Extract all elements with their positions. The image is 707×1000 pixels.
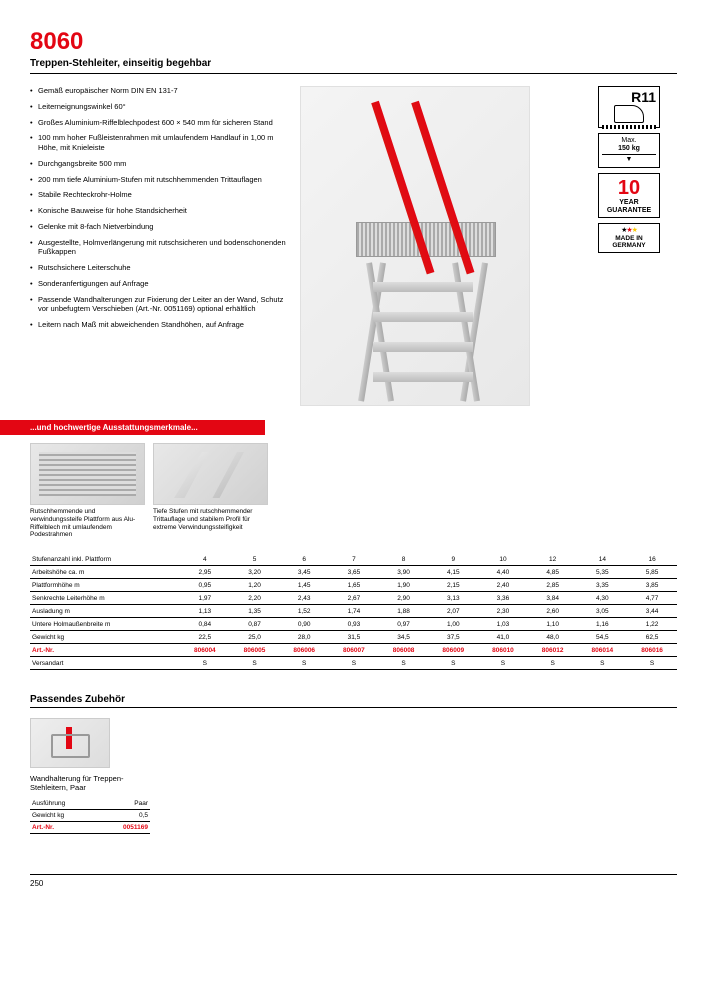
badge-guarantee: 10 YEAR GUARANTEE [598, 173, 660, 218]
accessory-table: AusführungPaarGewicht kg0,5Art.-Nr.00511… [30, 798, 150, 834]
feature-list: Gemäß europäischer Norm DIN EN 131-7 Leit… [30, 86, 290, 330]
feature-item: Passende Wandhalterungen zur Fixierung d… [30, 295, 290, 315]
table-row: Senkrechte Leiterhöhe m1,972,202,432,672… [30, 592, 677, 605]
table-row: Untere Holmaußenbreite m0,840,870,900,93… [30, 618, 677, 631]
caption: Tiefe Stufen mit rutschhemmender Trittau… [153, 508, 268, 531]
feature-item: 100 mm hoher Fußleistenrahmen mit umlauf… [30, 133, 290, 153]
feature-item: Gemäß europäischer Norm DIN EN 131-7 [30, 86, 290, 96]
table-row: Ausladung m1,131,351,521,741,882,072,302… [30, 605, 677, 618]
product-title: Treppen-Stehleiter, einseitig begehbar [30, 58, 677, 69]
gallery: Rutschhemmende und verwindungssteife Pla… [30, 443, 290, 539]
table-row: Stufenanzahl inkl. Plattform456789101214… [30, 553, 677, 566]
product-number: 8060 [30, 28, 677, 56]
feature-item: Ausgestellte, Holmverlängerung mit rutsc… [30, 238, 290, 258]
feature-item: Stabile Rechteckrohr-Holme [30, 190, 290, 200]
feature-item: Durchgangsbreite 500 mm [30, 159, 290, 169]
table-row: VersandartSSSSSSSSSS [30, 657, 677, 670]
feature-item: Großes Aluminium-Riffelblechpodest 600 ×… [30, 118, 290, 128]
table-row: Gewicht kg22,525,028,031,534,537,541,048… [30, 631, 677, 644]
badge-r11: R11 [598, 86, 660, 128]
feature-item: Sonderanfertigungen auf Anfrage [30, 279, 290, 289]
thumb-step [153, 443, 268, 505]
badge-maxload: Max. 150 kg ▼ [598, 133, 660, 168]
feature-item: 200 mm tiefe Aluminium-Stufen mit rutsch… [30, 175, 290, 185]
page-number: 250 [30, 879, 43, 888]
accessory-image [30, 718, 110, 768]
divider [30, 73, 677, 74]
section-heading-features: ...und hochwertige Ausstattungsmerkmale.… [0, 420, 265, 435]
accessory-title: Wandhalterung für Treppen-Stehleitern, P… [30, 774, 150, 792]
badge-made-in-germany: ★★★ MADE IN GERMANY [598, 223, 660, 253]
thumb-platform [30, 443, 145, 505]
feature-item: Leitern nach Maß mit abweichenden Standh… [30, 320, 290, 330]
feature-item: Konische Bauweise für hohe Standsicherhe… [30, 206, 290, 216]
table-row: Art.-Nr.80600480600580600680600780600880… [30, 644, 677, 657]
shoe-icon [614, 105, 644, 123]
feature-item: Rutschsichere Leiterschuhe [30, 263, 290, 273]
accessories-heading: Passendes Zubehör [30, 694, 677, 708]
feature-item: Gelenke mit 8-fach Nietverbindung [30, 222, 290, 232]
feature-item: Leiterneignungswinkel 60° [30, 102, 290, 112]
caption: Rutschhemmende und verwindungssteife Pla… [30, 508, 145, 539]
table-row: Plattformhöhe m0,951,201,451,651,902,152… [30, 579, 677, 592]
product-image [300, 86, 530, 406]
table-row: Arbeitshöhe ca. m2,953,203,453,653,904,1… [30, 566, 677, 579]
spec-table: Stufenanzahl inkl. Plattform456789101214… [30, 553, 677, 670]
footer: 250 [30, 874, 677, 888]
